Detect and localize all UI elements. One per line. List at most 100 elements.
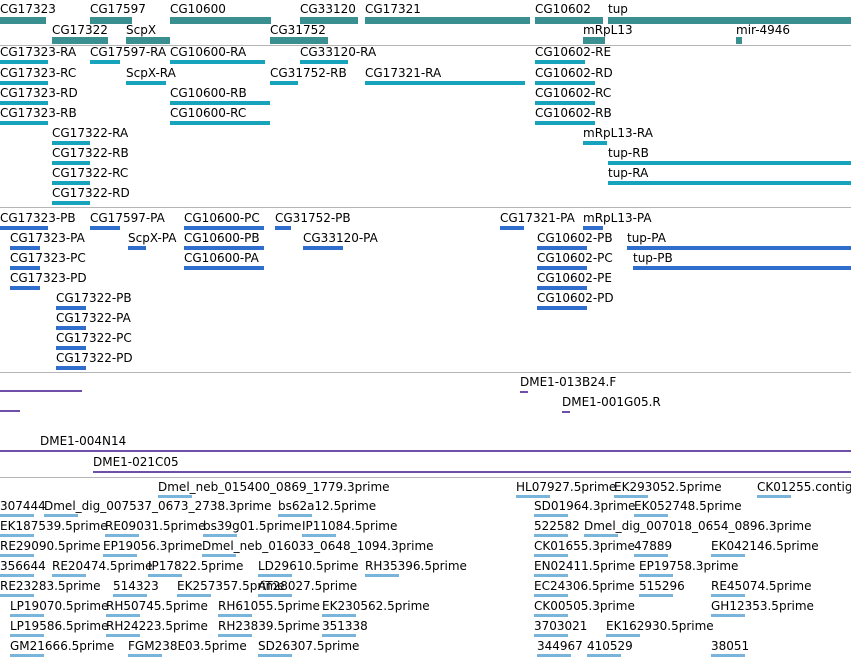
est-bar[interactable]	[711, 594, 745, 597]
est-label[interactable]: FGM238E03.5prime	[128, 639, 247, 653]
transcript-bar[interactable]	[126, 81, 166, 85]
transcript-bar[interactable]	[365, 81, 525, 85]
transcript-label[interactable]: CG17322-RC	[52, 166, 129, 180]
est-label[interactable]: 522582	[534, 519, 580, 533]
transcript-bar[interactable]	[535, 81, 595, 85]
transcript-label[interactable]: CG17597-RA	[90, 45, 167, 59]
gene-bar[interactable]	[583, 37, 605, 44]
est-label[interactable]: EK293052.5prime	[614, 480, 722, 494]
est-bar[interactable]	[113, 594, 147, 597]
gene-bar[interactable]	[365, 17, 530, 24]
transcript-bar[interactable]	[270, 81, 298, 85]
transcript-label[interactable]: tup-RB	[608, 146, 649, 160]
transcript-label[interactable]: CG17321-PA	[500, 211, 575, 225]
est-bar[interactable]	[639, 594, 673, 597]
transcript-label[interactable]: CG10600-PA	[184, 251, 259, 265]
transcript-label[interactable]: CG10602-PE	[537, 271, 612, 285]
est-label[interactable]: RE20474.5prime	[52, 559, 153, 573]
transcript-label[interactable]: CG31752-RB	[270, 66, 347, 80]
gene-label[interactable]: CG17321	[365, 2, 421, 16]
est-bar[interactable]	[365, 574, 399, 577]
est-label[interactable]: 3703021	[534, 619, 588, 633]
probe-label[interactable]: DME1-001G05.R	[562, 395, 661, 409]
transcript-label[interactable]: CG17323-RD	[0, 86, 78, 100]
transcript-bar[interactable]	[0, 226, 48, 230]
est-label[interactable]: 515296	[639, 579, 685, 593]
est-label[interactable]: IP17822.5prime	[148, 559, 244, 573]
est-label[interactable]: GM21666.5prime	[10, 639, 115, 653]
transcript-bar[interactable]	[90, 60, 120, 64]
probe-bar[interactable]	[0, 390, 82, 392]
transcript-bar[interactable]	[535, 121, 595, 125]
est-bar[interactable]	[10, 614, 44, 617]
transcript-bar[interactable]	[56, 346, 86, 350]
probe-bar[interactable]	[520, 391, 528, 393]
transcript-label[interactable]: CG17323-PD	[10, 271, 87, 285]
transcript-label[interactable]: CG10602-RC	[535, 86, 612, 100]
gene-label[interactable]: tup	[608, 2, 628, 16]
transcript-bar[interactable]	[52, 161, 90, 165]
transcript-bar[interactable]	[583, 141, 607, 145]
est-label[interactable]: IP11084.5prime	[302, 519, 398, 533]
transcript-bar[interactable]	[537, 286, 587, 290]
transcript-label[interactable]: CG10600-PC	[184, 211, 260, 225]
transcript-label[interactable]: CG10600-RB	[170, 86, 247, 100]
est-bar[interactable]	[106, 634, 140, 637]
est-bar[interactable]	[44, 514, 78, 517]
transcript-bar[interactable]	[608, 181, 851, 185]
est-bar[interactable]	[148, 574, 182, 577]
est-label[interactable]: RE09031.5prime	[105, 519, 206, 533]
transcript-label[interactable]: CG10602-RB	[535, 106, 612, 120]
probe-bar[interactable]	[0, 410, 20, 412]
est-label[interactable]: EP19758.3prime	[639, 559, 739, 573]
est-bar[interactable]	[302, 534, 336, 537]
est-label[interactable]: Dmel_dig_007018_0654_0896.3prime	[584, 519, 812, 533]
est-bar[interactable]	[0, 534, 34, 537]
transcript-bar[interactable]	[52, 201, 90, 205]
est-label[interactable]: EK187539.5prime	[0, 519, 108, 533]
gene-bar[interactable]	[52, 37, 108, 44]
transcript-label[interactable]: CG17322-RB	[52, 146, 129, 160]
gene-label[interactable]: mRpL13	[583, 23, 633, 37]
est-label[interactable]: 344967	[537, 639, 583, 653]
transcript-label[interactable]: CG10602-PB	[537, 231, 613, 245]
transcript-bar[interactable]	[56, 306, 86, 310]
est-bar[interactable]	[258, 594, 292, 597]
est-bar[interactable]	[203, 534, 237, 537]
est-bar[interactable]	[103, 554, 137, 557]
est-bar[interactable]	[177, 594, 211, 597]
est-bar[interactable]	[52, 574, 86, 577]
est-bar[interactable]	[10, 654, 44, 657]
est-bar[interactable]	[606, 634, 640, 637]
est-bar[interactable]	[516, 495, 550, 498]
probe-bar[interactable]	[93, 471, 851, 473]
transcript-label[interactable]: CG10602-RE	[535, 45, 612, 59]
transcript-label[interactable]: mRpL13-RA	[583, 126, 653, 140]
est-label[interactable]: RH50745.5prime	[106, 599, 208, 613]
est-bar[interactable]	[534, 534, 568, 537]
est-bar[interactable]	[218, 614, 252, 617]
est-bar[interactable]	[0, 594, 34, 597]
transcript-label[interactable]: tup-PA	[627, 231, 666, 245]
est-label[interactable]: 307444	[0, 499, 46, 513]
est-label[interactable]: RH35396.5prime	[365, 559, 467, 573]
transcript-label[interactable]: CG17322-PA	[56, 311, 131, 325]
transcript-bar[interactable]	[170, 121, 270, 125]
est-label[interactable]: bs62a12.5prime	[278, 499, 377, 513]
transcript-label[interactable]: tup-RA	[608, 166, 649, 180]
transcript-bar[interactable]	[537, 246, 587, 250]
est-bar[interactable]	[587, 654, 621, 657]
transcript-label[interactable]: ScpX-PA	[128, 231, 177, 245]
transcript-bar[interactable]	[583, 226, 603, 230]
gene-label[interactable]: CG17322	[52, 23, 108, 37]
est-label[interactable]: EK230562.5prime	[322, 599, 430, 613]
probe-label[interactable]: DME1-013B24.F	[520, 375, 617, 389]
est-label[interactable]: 38051	[711, 639, 750, 653]
transcript-bar[interactable]	[0, 60, 48, 64]
est-bar[interactable]	[0, 554, 34, 557]
transcript-bar[interactable]	[10, 266, 40, 270]
transcript-bar[interactable]	[500, 226, 524, 230]
transcript-label[interactable]: CG17322-PD	[56, 351, 133, 365]
est-label[interactable]: LP19586.5prime	[10, 619, 109, 633]
